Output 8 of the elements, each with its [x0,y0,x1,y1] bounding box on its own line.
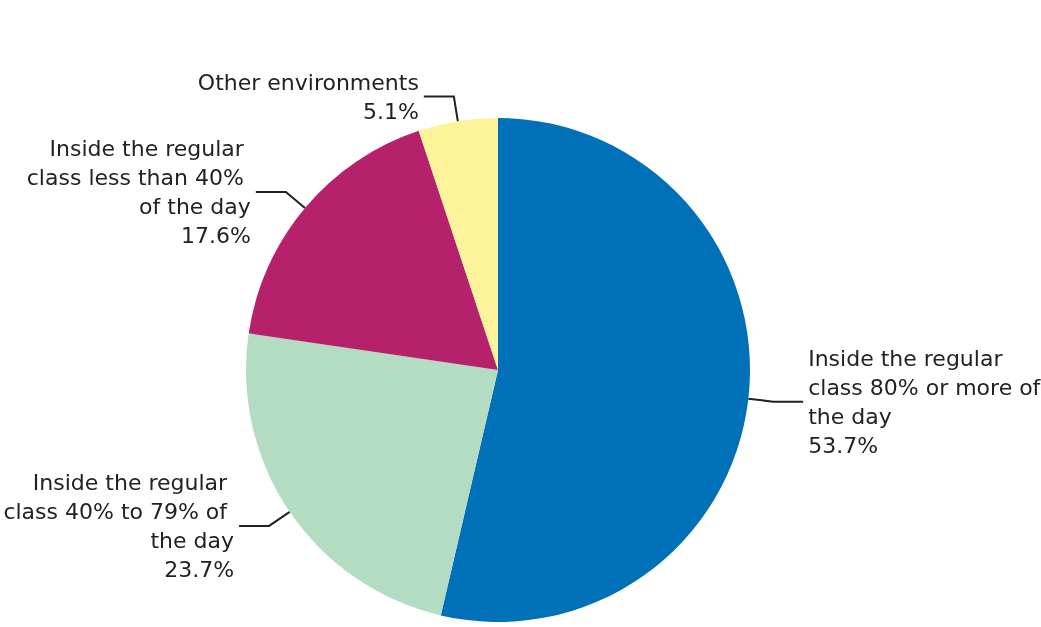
slice-label: Inside the regular class 80% or more of the day [808,345,1041,429]
data-label: 17.6% [180,222,251,248]
data-label: 53.7% [808,432,879,458]
slice-label: Other environments [197,69,419,95]
data-label: 23.7% [164,556,235,582]
data-label: 5.1% [362,98,419,124]
slice-label: Inside the regular class 40% to 79% of the day [3,469,235,553]
slice-label: Inside the regular class less than 40% of the day [26,135,251,219]
